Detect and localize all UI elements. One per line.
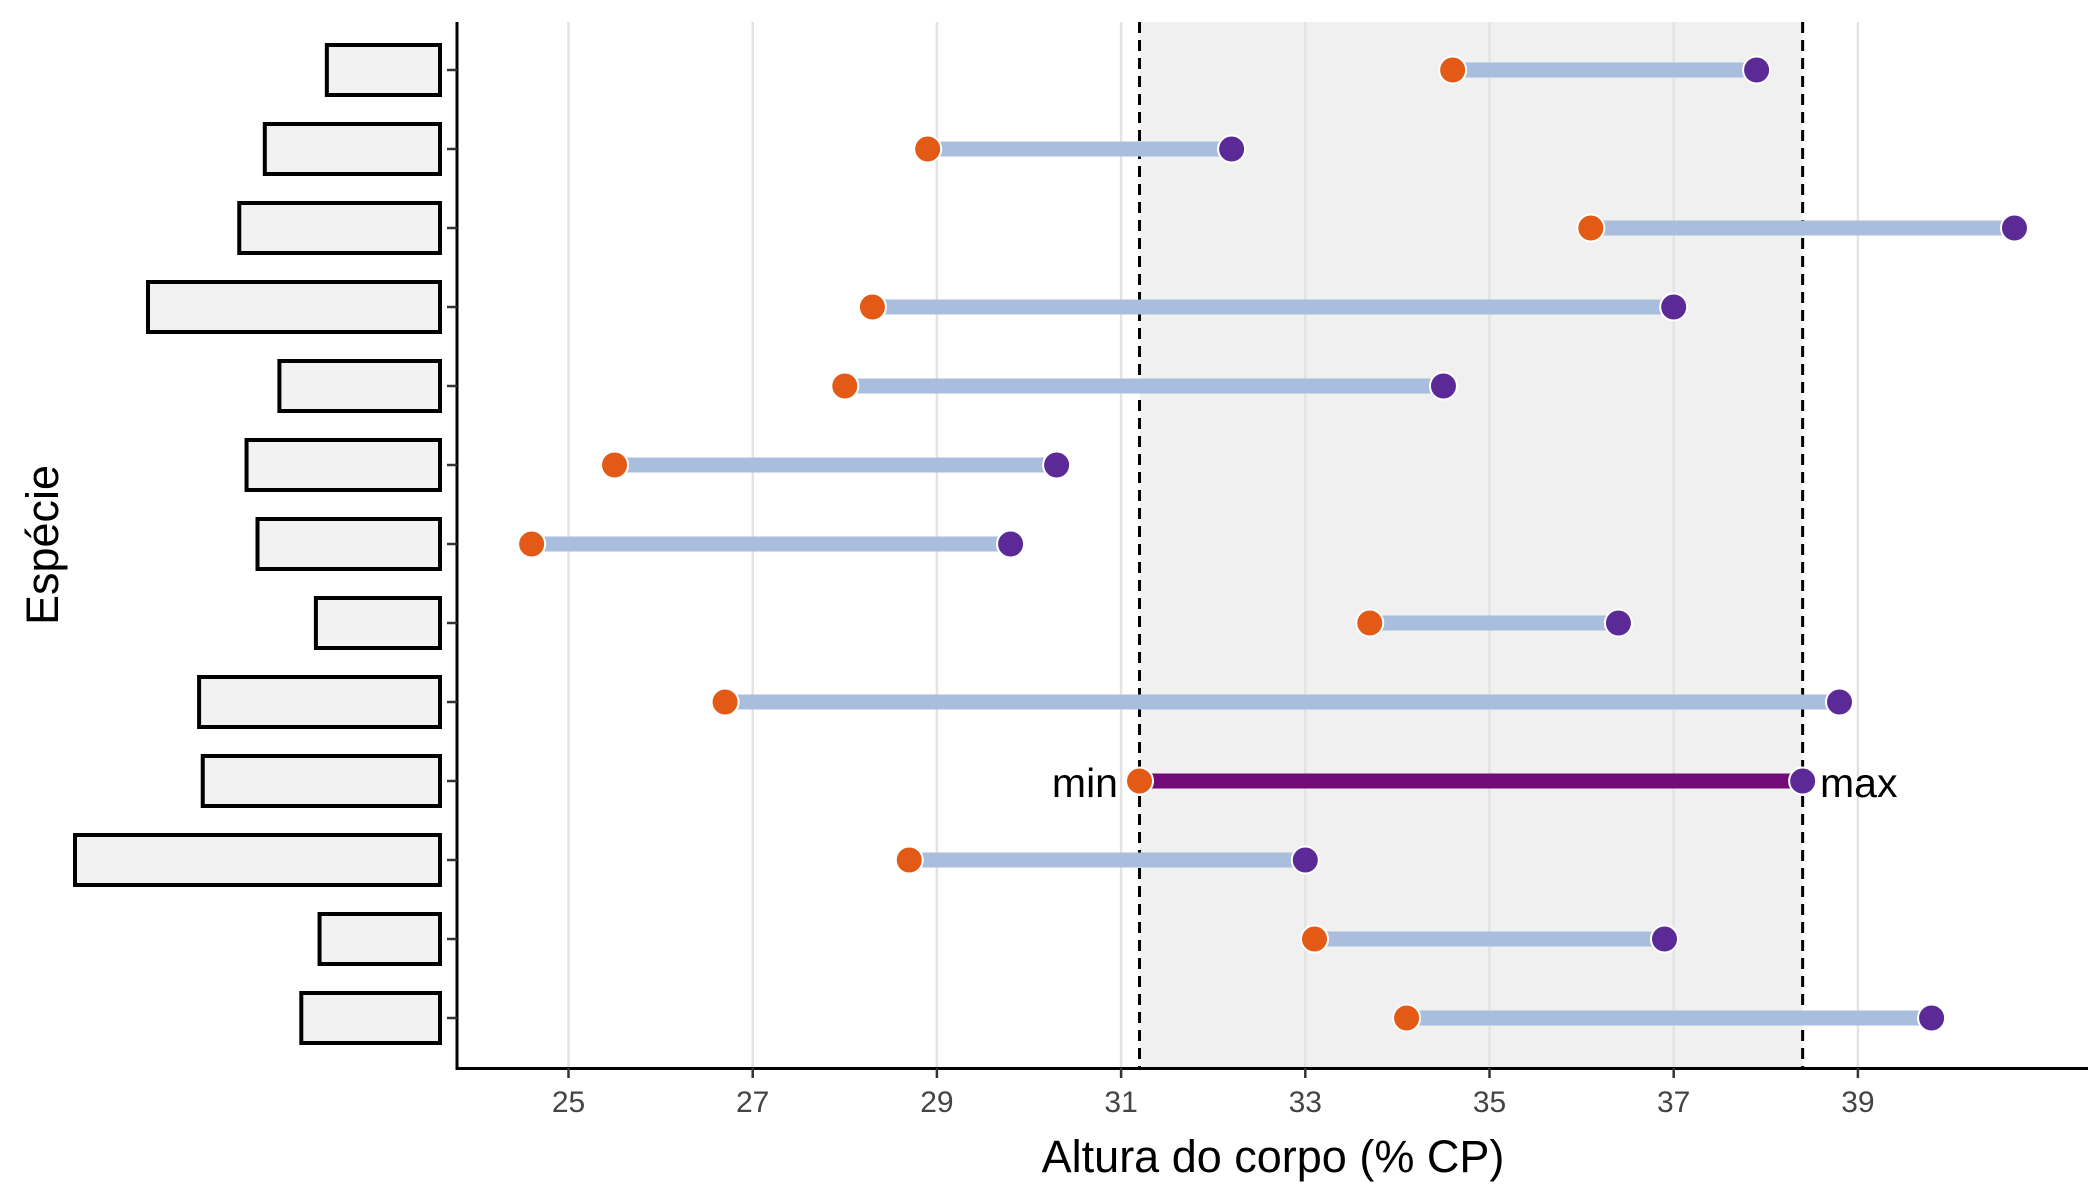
species-silhouette	[244, 438, 442, 492]
max-point	[1917, 1003, 1947, 1033]
x-tick-label: 31	[1104, 1086, 1137, 1119]
min-point	[1576, 213, 1606, 243]
species-silhouette	[255, 517, 442, 571]
species-silhouette	[197, 675, 442, 729]
x-tick-label: 33	[1289, 1086, 1322, 1119]
species-silhouette	[146, 280, 442, 334]
max-point	[1824, 687, 1854, 717]
max-point	[996, 529, 1026, 559]
min-point	[710, 687, 740, 717]
min-point	[857, 292, 887, 322]
max-point	[1999, 213, 2029, 243]
max-point	[1217, 134, 1247, 164]
max-point	[1290, 845, 1320, 875]
axis-labels: Altura do corpo (% CP) Espécie min max	[17, 465, 1898, 1182]
max-point	[1603, 608, 1633, 638]
reference-range-band	[1139, 22, 1803, 1068]
y-axis-title: Espécie	[17, 465, 68, 625]
max-point	[1042, 450, 1072, 480]
min-point	[830, 371, 860, 401]
min-point	[1355, 608, 1385, 638]
max-point	[1742, 55, 1772, 85]
min-point	[517, 529, 547, 559]
species-silhouette	[262, 122, 442, 176]
x-tick-label: 25	[552, 1086, 585, 1119]
min-point	[600, 450, 630, 480]
species-silhouette	[324, 43, 443, 97]
species-silhouette	[200, 754, 442, 808]
species-silhouette	[73, 833, 442, 887]
max-point	[1788, 766, 1818, 796]
x-tick-label: 35	[1473, 1086, 1506, 1119]
species-silhouette	[277, 359, 442, 413]
min-point	[1438, 55, 1468, 85]
max-annotation: max	[1820, 760, 1898, 806]
x-tick-label: 37	[1657, 1086, 1690, 1119]
max-point	[1649, 924, 1679, 954]
min-point	[913, 134, 943, 164]
species-icons	[73, 43, 443, 1045]
dumbbell-segments	[531, 62, 2015, 1026]
max-point	[1659, 292, 1689, 322]
species-silhouette	[313, 596, 442, 650]
x-tick-label: 39	[1841, 1086, 1874, 1119]
species-silhouette	[237, 201, 442, 255]
min-point	[1392, 1003, 1422, 1033]
axes: 25 27 29 31 33 35 37 39	[447, 22, 2088, 1119]
background-layer	[1139, 22, 1803, 1068]
species-silhouette	[317, 912, 442, 966]
min-annotation: min	[1052, 760, 1118, 806]
min-point	[894, 845, 924, 875]
x-axis-title: Altura do corpo (% CP)	[1042, 1131, 1505, 1182]
max-point	[1428, 371, 1458, 401]
min-point	[1300, 924, 1330, 954]
reference-range	[1138, 22, 1805, 1068]
min-point	[1125, 766, 1155, 796]
x-tick-label: 29	[920, 1086, 953, 1119]
dumbbell-points	[517, 55, 2029, 1033]
species-silhouette	[299, 991, 442, 1045]
x-tick-label: 27	[736, 1086, 769, 1119]
